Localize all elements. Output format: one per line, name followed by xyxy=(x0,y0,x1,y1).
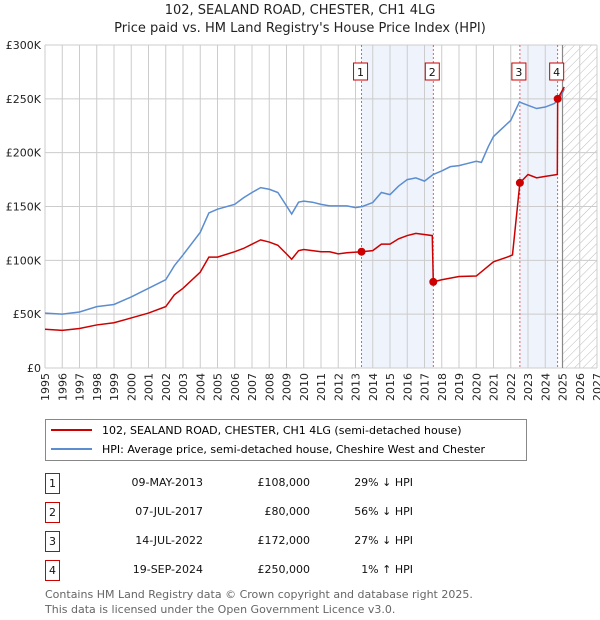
x-tick-label: 2013 xyxy=(350,373,363,401)
x-tick-label: 2008 xyxy=(263,373,276,401)
x-tick-label: 2019 xyxy=(453,373,466,401)
x-tick-label: 2016 xyxy=(401,373,414,401)
x-tick-label: 2003 xyxy=(177,373,190,401)
sale-label: 4 xyxy=(553,66,560,79)
sale-date: 14-JUL-2022 xyxy=(135,534,203,547)
series-line xyxy=(44,88,565,315)
y-tick-label: £50K xyxy=(13,308,42,321)
y-tick-label: £150K xyxy=(6,201,42,214)
x-tick-label: 2004 xyxy=(194,373,207,401)
sale-date: 07-JUL-2017 xyxy=(135,505,203,518)
sale-label-box xyxy=(511,62,527,81)
x-tick-label: 1998 xyxy=(91,373,104,401)
legend-swatch-red xyxy=(51,429,92,431)
x-tick-label: 2005 xyxy=(212,373,225,401)
x-tick-label: 2024 xyxy=(539,373,552,401)
y-tick-label: £250K xyxy=(6,93,42,106)
x-tick-label: 2023 xyxy=(522,373,535,401)
sale-date: 09-MAY-2013 xyxy=(131,476,203,489)
table-row: 1 09-MAY-2013 £108,000 29% ↓ HPI xyxy=(45,473,445,494)
sale-label-box xyxy=(353,62,369,81)
y-tick-label: £0 xyxy=(27,362,41,375)
x-tick-label: 2000 xyxy=(125,373,138,401)
legend-swatch-blue xyxy=(51,448,92,450)
table-row: 3 14-JUL-2022 £172,000 27% ↓ HPI xyxy=(45,531,445,552)
x-tick-label: 2012 xyxy=(332,373,345,401)
x-tick-label: 1999 xyxy=(108,373,121,401)
x-tick-label: 2026 xyxy=(574,373,587,401)
table-row: 2 07-JUL-2017 £80,000 56% ↓ HPI xyxy=(45,502,445,523)
x-tick-label: 2018 xyxy=(436,373,449,401)
x-tick-label: 2010 xyxy=(298,373,311,401)
x-tick-label: 2015 xyxy=(384,373,397,401)
y-tick-label: £300K xyxy=(6,39,42,52)
sale-badge: 3 xyxy=(45,531,60,552)
legend: 102, SEALAND ROAD, CHESTER, CH1 4LG (sem… xyxy=(45,419,527,461)
sale-price: £250,000 xyxy=(257,563,311,576)
x-tick-label: 1997 xyxy=(74,373,87,401)
sale-date: 19-SEP-2024 xyxy=(132,563,203,576)
sale-point xyxy=(429,277,438,286)
sale-label-box xyxy=(549,62,565,81)
x-tick-label: 2021 xyxy=(488,373,501,401)
sale-price: £80,000 xyxy=(264,505,311,518)
x-tick-label: 1996 xyxy=(56,373,69,401)
x-tick-label: 2006 xyxy=(229,373,242,401)
x-tick-label: 2025 xyxy=(557,373,570,401)
sale-badge: 4 xyxy=(45,560,60,581)
y-tick-label: £100K xyxy=(6,254,42,267)
legend-label: 102, SEALAND ROAD, CHESTER, CH1 4LG (sem… xyxy=(102,423,462,437)
sale-price: £172,000 xyxy=(257,534,311,547)
legend-item-property: 102, SEALAND ROAD, CHESTER, CH1 4LG (sem… xyxy=(51,422,462,438)
sale-point xyxy=(515,178,524,187)
chart-title: 102, SEALAND ROAD, CHESTER, CH1 4LG xyxy=(164,3,436,18)
sale-point xyxy=(357,247,366,256)
table-row: 4 19-SEP-2024 £250,000 1% ↑ HPI xyxy=(45,560,445,581)
y-tick-label: £200K xyxy=(6,147,42,160)
x-tick-label: 2017 xyxy=(419,373,432,401)
x-tick-label: 2009 xyxy=(281,373,294,401)
plot-area: 1995 1996 1997 1998 1999 2000 2001 2002 2003 2004… xyxy=(6,39,600,401)
legend-label: HPI: Average price, semi-detached house,… xyxy=(102,442,486,456)
x-tick-label: 2020 xyxy=(470,373,483,401)
sale-label: 1 xyxy=(357,66,364,79)
sale-hpi: 1% ↑ HPI xyxy=(361,563,413,576)
footer-copyright: Contains HM Land Registry data © Crown c… xyxy=(45,588,473,601)
sale-label: 2 xyxy=(429,66,436,79)
sale-hpi: 56% ↓ HPI xyxy=(354,505,413,518)
sale-label-box xyxy=(424,62,440,81)
sale-point xyxy=(553,94,562,103)
sale-badge: 2 xyxy=(45,502,60,523)
x-tick-label: 2011 xyxy=(315,373,328,401)
x-tick-label: 2001 xyxy=(143,373,156,401)
sale-hpi: 27% ↓ HPI xyxy=(354,534,413,547)
x-tick-label: 2014 xyxy=(367,373,380,401)
sale-hpi: 29% ↓ HPI xyxy=(354,476,413,489)
sale-label: 3 xyxy=(515,66,522,79)
footer-license: This data is licensed under the Open Gov… xyxy=(45,603,396,616)
sale-badge: 1 xyxy=(45,473,60,494)
chart-subtitle: Price paid vs. HM Land Registry's House … xyxy=(114,21,486,36)
x-tick-label: 2022 xyxy=(505,373,518,401)
legend-item-hpi: HPI: Average price, semi-detached house,… xyxy=(51,441,485,457)
x-tick-label: 2002 xyxy=(160,373,173,401)
series-line xyxy=(44,86,565,332)
x-tick-label: 1995 xyxy=(39,373,52,401)
x-tick-label: 2007 xyxy=(246,373,259,401)
sale-price: £108,000 xyxy=(257,476,311,489)
x-tick-label: 2027 xyxy=(591,373,600,401)
